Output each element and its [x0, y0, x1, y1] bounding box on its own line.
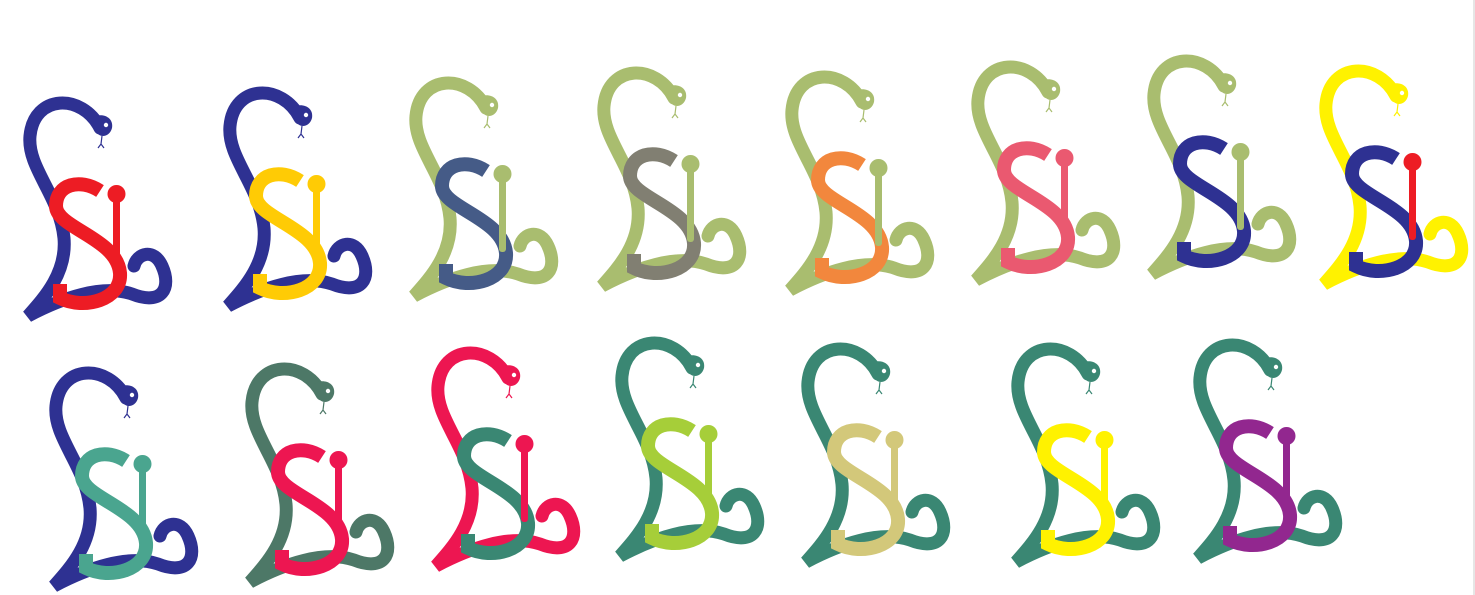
sl-snake-logo-15 — [1193, 338, 1343, 564]
sl-snake-logo-7 — [1147, 54, 1297, 280]
sl-snake-logo-12 — [615, 336, 765, 562]
sl-snake-logo-8 — [1319, 64, 1469, 290]
sl-snake-logo-13 — [801, 342, 951, 568]
sl-snake-logo-14 — [1011, 342, 1161, 568]
sl-snake-logo-10 — [245, 362, 395, 588]
sl-snake-logo-3 — [409, 76, 559, 302]
sl-snake-logo-11 — [431, 346, 581, 572]
sl-snake-logo-6 — [971, 60, 1121, 286]
sl-snake-logo-9 — [49, 366, 199, 592]
sl-snake-logo-5 — [785, 70, 935, 296]
sl-snake-logo-4 — [597, 66, 747, 292]
sl-snake-logo-2 — [223, 86, 373, 312]
right-edge-divider — [1473, 0, 1475, 595]
sl-snake-logo-1 — [23, 96, 173, 322]
